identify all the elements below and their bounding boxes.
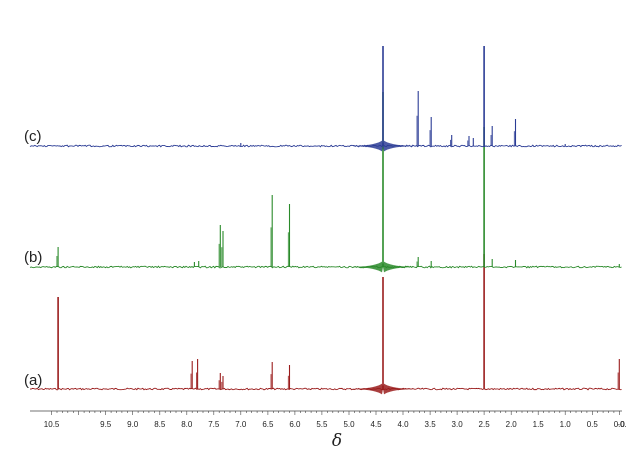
tick-label: 10.5: [44, 420, 60, 429]
trace-c: [29, 46, 622, 152]
tick-label: 4.5: [370, 420, 382, 429]
tick-label: 1.0: [560, 420, 572, 429]
tick-label: 9.0: [127, 420, 139, 429]
tick-label: 0.5: [587, 420, 599, 429]
x-axis: 10.5 9.5 9.0 8.5 8.0 7.5 7.0 6.5 6.0 5.5 5.0 4.5 4.0…: [30, 410, 627, 429]
trace-label-c: (c): [24, 128, 42, 145]
tick-label: -0.: [617, 420, 626, 429]
tick-label: 3.0: [452, 420, 464, 429]
tick-label: 6.0: [289, 420, 301, 429]
tick-label: 1.5: [533, 420, 545, 429]
tick-label: 6.5: [262, 420, 274, 429]
trace-labels: (c) (b) (a): [24, 128, 42, 389]
baseline-trace: [29, 265, 622, 269]
tick-label: 2.5: [479, 420, 491, 429]
spectrum-traces: [29, 46, 622, 395]
tick-label: 3.5: [425, 420, 437, 429]
tick-label: 4.0: [397, 420, 409, 429]
trace-label-a: (a): [24, 372, 42, 389]
tick-label: 9.5: [100, 420, 112, 429]
tick-label: 0.0: [614, 420, 626, 429]
trace-b: [29, 92, 622, 273]
tick-label: 5.0: [343, 420, 355, 429]
trace-label-b: (b): [24, 249, 42, 266]
trace-a: [29, 254, 622, 395]
tick-label: 7.5: [208, 420, 220, 429]
baseline-trace: [29, 387, 622, 391]
tick-label: 2.0: [506, 420, 518, 429]
tick-label: 7.0: [235, 420, 247, 429]
baseline-trace: [29, 144, 622, 148]
x-axis-title: δ: [332, 431, 342, 451]
tick-label: 8.5: [154, 420, 166, 429]
tick-label: 8.0: [181, 420, 193, 429]
tick-label: 5.5: [316, 420, 328, 429]
